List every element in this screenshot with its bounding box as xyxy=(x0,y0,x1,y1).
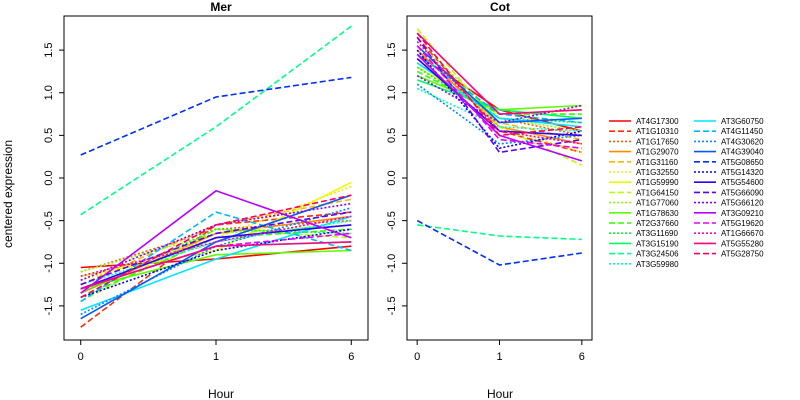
series-line-at5g54600 xyxy=(80,224,352,290)
y-tick-label: -0.5 xyxy=(386,211,398,230)
y-tick-label: -1.0 xyxy=(386,254,398,273)
legend-label: AT3G59980 xyxy=(636,260,679,269)
y-tick-label: -1.0 xyxy=(43,254,55,273)
series-line-at3g11690 xyxy=(80,228,352,294)
legend-label: AT5G54600 xyxy=(721,178,764,187)
series-line-at3g24506 xyxy=(80,25,352,216)
panel-mer-x-label: Hour xyxy=(208,387,234,400)
legend-label: AT3G11690 xyxy=(636,229,679,238)
panel-cot-x-label: Hour xyxy=(487,387,513,400)
legend-label: AT4G17300 xyxy=(636,117,679,126)
y-tick-label: -0.5 xyxy=(43,211,55,230)
series-line-at5g14320 xyxy=(416,49,582,150)
legend-label: AT3G60750 xyxy=(721,117,764,126)
x-tick-label: 1 xyxy=(496,351,502,363)
series-line-at1g66670 xyxy=(416,41,582,145)
legend-label: AT1G59990 xyxy=(636,178,679,187)
x-tick-label: 6 xyxy=(348,351,354,363)
series-line-at4g30620 xyxy=(80,207,352,316)
legend-label: AT5G55280 xyxy=(721,239,764,248)
panel-mer-frame xyxy=(63,15,369,341)
x-tick-label: 1 xyxy=(213,351,219,363)
legend: AT4G17300AT1G10310AT1G17650AT1G29070AT1G… xyxy=(609,117,764,269)
legend-label: AT5G66120 xyxy=(721,199,764,208)
series-line-at5g28750 xyxy=(416,32,582,137)
legend-label: AT1G31160 xyxy=(636,158,679,167)
y-tick-label: 0.5 xyxy=(386,128,398,143)
series-line-at1g10310 xyxy=(416,36,583,154)
series-line-at3g15190 xyxy=(416,79,582,120)
y-tick-label: 1.0 xyxy=(43,85,55,100)
legend-label: AT4G30620 xyxy=(721,137,764,146)
series-line-at1g78630 xyxy=(80,249,352,290)
series-line-at4g17300 xyxy=(80,245,352,269)
series-line-at5g66090 xyxy=(80,211,352,286)
legend-label: AT1G78630 xyxy=(636,209,679,218)
y-tick-label: 0.5 xyxy=(43,128,55,143)
series-line-at3g24506 xyxy=(417,224,582,241)
panel-cot: Cot Hour -1.5 -1.0 -0.5 0.0 0.5 1.0 1.5 0 1 6 xyxy=(386,0,593,400)
legend-label: AT1G32550 xyxy=(636,168,679,177)
panel-mer: Mer Hour -1.5 -1.0 -0.5 0.0 0.5 1.0 1.5 0 1 6 xyxy=(43,0,369,400)
y-axis-label: centered expression xyxy=(1,140,15,248)
series-line-at5g66090 xyxy=(416,36,582,154)
y-tick-label: 0.0 xyxy=(386,170,398,185)
legend-label: AT1G77060 xyxy=(636,199,679,208)
y-tick-label: 0.0 xyxy=(43,170,55,185)
x-tick-label: 0 xyxy=(414,351,420,363)
legend-label: AT5G19620 xyxy=(721,219,764,228)
legend-label: AT1G17650 xyxy=(636,137,679,146)
legend-label: AT1G29070 xyxy=(636,148,679,157)
legend-label: AT2G37660 xyxy=(636,219,679,228)
series-line-at5g08650 xyxy=(416,219,582,266)
series-line-at4g30620 xyxy=(416,83,582,145)
series-line-at5g19620 xyxy=(416,45,582,149)
series-line-at3g59980 xyxy=(416,87,582,132)
legend-label: AT3G24506 xyxy=(636,250,679,259)
y-tick-label: -1.5 xyxy=(386,296,398,315)
series-line-at3g09210 xyxy=(80,189,352,294)
series-line-at5g66120 xyxy=(80,202,352,282)
legend-label: AT5G14320 xyxy=(721,168,764,177)
legend-label: AT4G11450 xyxy=(721,127,764,136)
legend-label: AT3G15190 xyxy=(636,239,679,248)
panel-cot-title: Cot xyxy=(490,0,510,14)
series-line-at4g39040 xyxy=(80,194,352,320)
series-line-at1g32550 xyxy=(416,45,583,154)
legend-label: AT5G28750 xyxy=(721,250,764,259)
y-tick-label: -1.5 xyxy=(43,296,55,315)
panel-cot-frame xyxy=(406,15,593,341)
y-tick-label: 1.0 xyxy=(386,85,398,100)
y-tick-label: 1.5 xyxy=(386,42,398,57)
legend-label: AT1G66670 xyxy=(721,229,764,238)
y-tick-label: 1.5 xyxy=(43,42,55,57)
legend-label: AT5G66090 xyxy=(721,188,764,197)
legend-label: AT3G09210 xyxy=(721,209,764,218)
legend-label: AT1G10310 xyxy=(636,127,679,136)
series-line-at5g55280 xyxy=(80,241,352,290)
x-tick-label: 6 xyxy=(579,351,585,363)
legend-label: AT4G39040 xyxy=(721,148,764,157)
series-line-at5g55280 xyxy=(416,32,582,115)
panel-mer-title: Mer xyxy=(210,0,232,14)
x-tick-label: 0 xyxy=(78,351,84,363)
series-line-at5g08650 xyxy=(80,76,352,156)
series-line-at1g64150 xyxy=(416,28,583,166)
series-line-at5g28750 xyxy=(80,194,352,299)
legend-label: AT1G64150 xyxy=(636,188,679,197)
legend-label: AT5G08650 xyxy=(721,158,764,167)
